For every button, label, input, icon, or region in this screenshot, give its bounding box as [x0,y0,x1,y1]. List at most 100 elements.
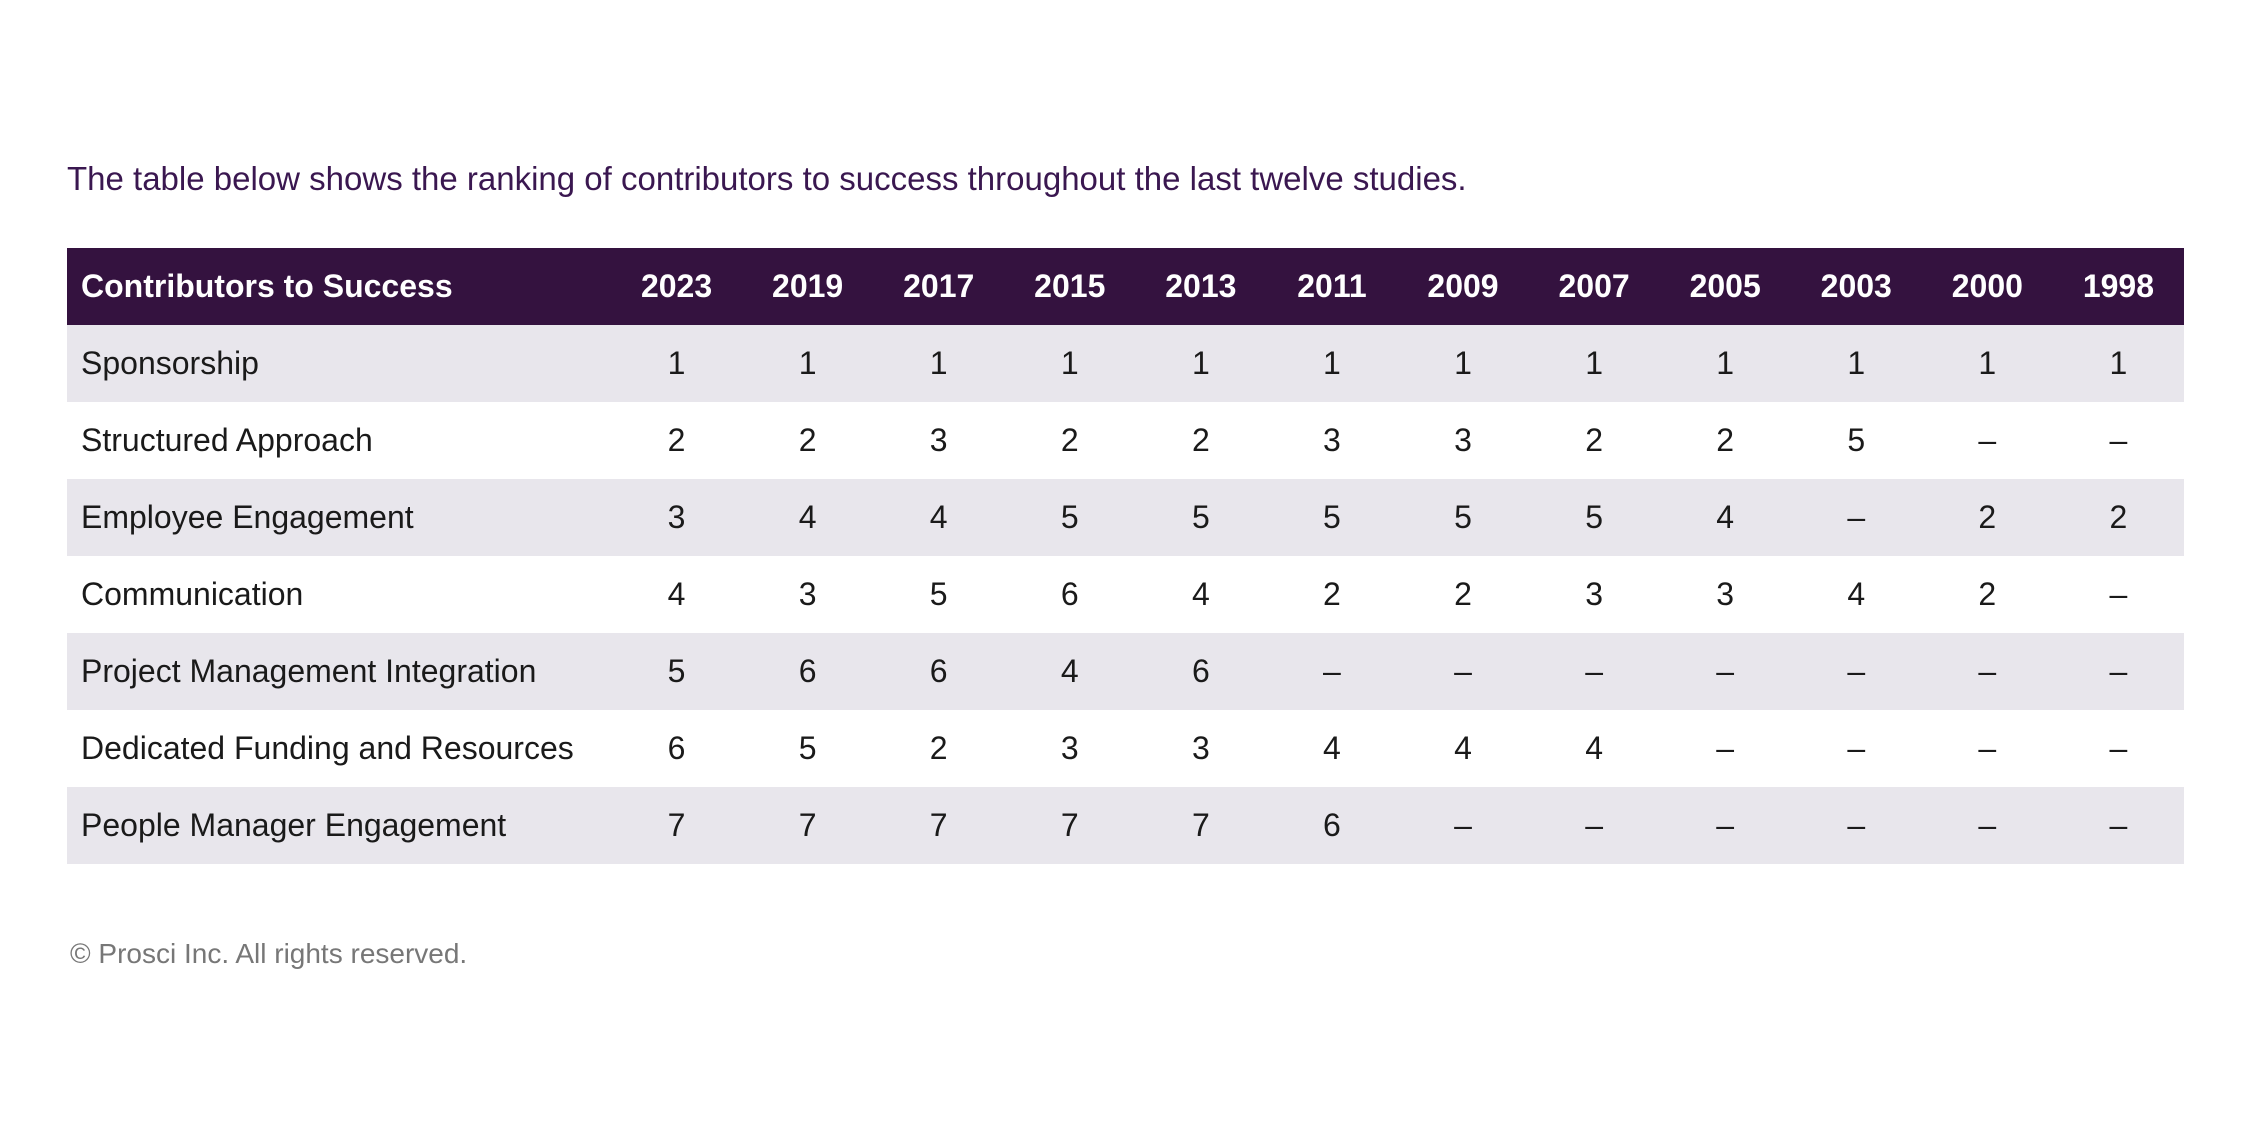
row-label: Structured Approach [81,422,373,458]
table-row: Structured Approach 2 2 3 2 2 3 3 2 2 5 – – [67,402,2184,479]
rank-cell: 4 [1191,576,1210,612]
rank-cell: – [2052,787,2184,864]
rank-cell: 4 [1659,479,1791,556]
rank-cell: – [2109,730,2128,766]
rank-cell: 2 [1060,422,1079,458]
rank-cell: – [1397,787,1529,864]
rank-cell: – [1790,633,1922,710]
rank-cell: 2 [1921,479,2053,556]
header-year: 1998 [2052,248,2184,325]
rank-cell: 1 [1266,325,1398,402]
copyright: © Prosci Inc. All rights reserved. [70,938,468,969]
header-year: 2017 [873,248,1005,325]
table-row: Project Management Integration 5 6 6 4 6– – – – –… [67,633,2184,710]
rank-cell: 4 [1323,730,1341,766]
header-year: 2007 [1528,248,1660,325]
rank-cell: – [1266,633,1398,710]
rank-cell: – [2109,576,2128,612]
table-row: Communication 4 3 5 6 4 2 2 3 3 4 2 – [67,556,2184,633]
rank-cell: – [1659,787,1791,864]
rank-cell: 2 [2052,479,2184,556]
rank-cell: 5 [1528,479,1660,556]
row-label: Communication [81,576,304,612]
rank-cell: 1 [1659,325,1791,402]
table-row: People Manager Engagement 7 7 7 7 7 6– – – – – – [67,787,2184,864]
rank-cell: 1 [1397,325,1529,402]
table-body: Sponsorship 1 1 1 1 1 1 1 1 1 1 1 1 Structured Approa… [67,325,2184,864]
header-year: 2000 [1921,248,2053,325]
rank-cell: – [1528,633,1660,710]
rank-cell: 1 [1528,325,1660,402]
rank-cell: 5 [1266,479,1398,556]
rank-cell: 2 [1323,576,1341,612]
rank-cell: 7 [1004,787,1136,864]
rank-cell: 2 [798,422,817,458]
header-year: 2003 [1790,248,1922,325]
rank-cell: 3 [1060,730,1079,766]
rank-cell: 1 [742,325,874,402]
rank-cell: – [1528,787,1660,864]
rank-cell: 4 [667,576,686,612]
header-year: 2009 [1397,248,1529,325]
rank-cell: 3 [798,576,817,612]
rank-cell: 3 [1585,576,1603,612]
rank-cell: 6 [667,730,686,766]
rank-cell: – [1790,479,1922,556]
ranking-table: Contributors to Success 2023 2019 2017 2015 2… [67,248,2184,864]
rank-cell: 4 [1585,730,1603,766]
rank-cell: 3 [1191,730,1210,766]
rank-cell: 4 [1004,633,1136,710]
rank-cell: 2 [1454,576,1472,612]
rank-cell: – [1790,787,1922,864]
header-label: Contributors to Success [67,248,611,325]
rank-cell: 5 [1004,479,1136,556]
rank-cell: 5 [1397,479,1529,556]
header-year: 2015 [1004,248,1136,325]
header-row: Contributors to Success 2023 2019 2017 2015 2… [67,248,2184,325]
rank-cell: – [1659,633,1791,710]
rank-cell: 3 [1454,422,1472,458]
rank-cell: 1 [1135,325,1267,402]
rank-cell: 1 [873,325,1005,402]
table-row: Sponsorship 1 1 1 1 1 1 1 1 1 1 1 1 [67,325,2184,402]
rank-cell: – [1978,422,1997,458]
rank-cell: – [1847,730,1866,766]
header-year: 2011 [1266,248,1398,325]
rank-cell: 1 [611,325,743,402]
table-row: Employee Engagement 3 4 4 5 5 5 5 5 4–2 2 [67,479,2184,556]
rank-cell: 7 [873,787,1005,864]
rank-cell: 2 [1585,422,1603,458]
rank-cell: 6 [1135,633,1267,710]
rank-cell: 7 [742,787,874,864]
rank-cell: 5 [1135,479,1267,556]
intro-text: The table below shows the ranking of con… [67,160,1467,197]
rank-cell: 7 [611,787,743,864]
rank-cell: 1 [2052,325,2184,402]
rank-cell: 6 [1060,576,1079,612]
header-year: 2023 [611,248,743,325]
rank-cell: 4 [873,479,1005,556]
rank-cell: 5 [798,730,817,766]
rank-cell: – [1397,633,1529,710]
rank-cell: 5 [1847,422,1866,458]
rank-cell: 1 [1004,325,1136,402]
rank-cell: 2 [1978,576,1997,612]
rank-cell: 5 [611,633,743,710]
rank-cell: 3 [929,422,948,458]
table-row: Dedicated Funding and Resources 6 5 2 3 3 4 4 4 –… [67,710,2184,787]
rank-cell: 1 [1790,325,1922,402]
row-label: Employee Engagement [67,479,611,556]
rank-cell: 3 [611,479,743,556]
header-year: 2005 [1659,248,1791,325]
rank-cell: 2 [1716,422,1735,458]
rank-cell: 6 [873,633,1005,710]
rank-cell: 5 [929,576,948,612]
row-label: Project Management Integration [67,633,611,710]
rank-cell: 3 [1716,576,1735,612]
rank-cell: 4 [1847,576,1866,612]
rank-cell: 7 [1135,787,1267,864]
rank-cell: 6 [1266,787,1398,864]
rank-cell: 4 [1454,730,1472,766]
row-label: Dedicated Funding and Resources [81,730,574,766]
